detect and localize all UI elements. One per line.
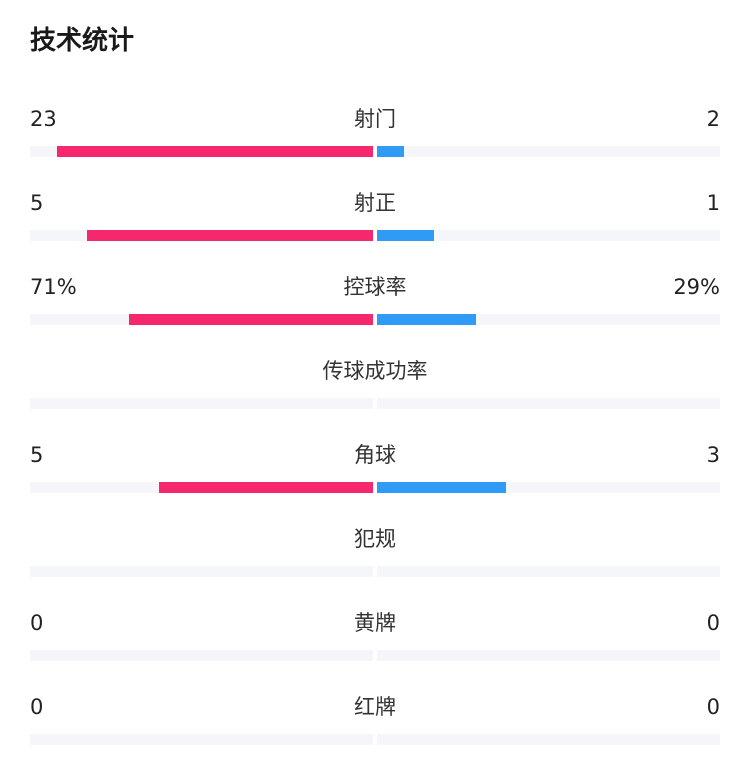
home-value: 0	[30, 695, 44, 719]
stat-label: 犯规	[354, 527, 396, 551]
stat-row: 犯规	[0, 521, 750, 605]
away-bar-track	[377, 146, 720, 157]
home-bar-track	[30, 146, 373, 157]
home-value: 5	[30, 443, 44, 467]
away-bar-track	[377, 734, 720, 745]
home-bar-track	[30, 734, 373, 745]
home-bar-fill	[158, 482, 373, 493]
home-bar-track	[30, 482, 373, 493]
home-value: 5	[30, 191, 44, 215]
home-bar-track	[30, 314, 373, 325]
home-value: 23	[30, 107, 57, 131]
away-value: 2	[706, 107, 720, 131]
stat-row: 71% 控球率 29%	[0, 269, 750, 353]
stat-label: 射门	[354, 107, 396, 131]
home-bar-track	[30, 230, 373, 241]
stat-label: 红牌	[354, 695, 396, 719]
home-value: 0	[30, 611, 44, 635]
stat-row: 23 射门 2	[0, 101, 750, 185]
stat-label: 角球	[354, 443, 396, 467]
away-bar-track	[377, 482, 720, 493]
home-bar-fill	[57, 146, 373, 157]
stat-label: 射正	[354, 191, 396, 215]
home-bar-track	[30, 398, 373, 409]
away-value: 0	[706, 695, 720, 719]
away-bar-fill	[377, 230, 435, 241]
stat-label: 传球成功率	[322, 359, 428, 383]
away-bar-fill	[377, 482, 506, 493]
stat-row: 5 射正 1	[0, 185, 750, 269]
stat-row: 0 黄牌 0	[0, 605, 750, 689]
away-bar-track	[377, 398, 720, 409]
home-bar-track	[30, 566, 373, 577]
away-bar-fill	[377, 314, 477, 325]
stat-row: 传球成功率	[0, 353, 750, 437]
away-bar-track	[377, 230, 720, 241]
away-bar-track	[377, 650, 720, 661]
home-bar-fill	[129, 314, 373, 325]
away-value: 0	[706, 611, 720, 635]
away-value: 3	[706, 443, 720, 467]
home-bar-track	[30, 650, 373, 661]
section-title: 技术统计	[30, 26, 135, 56]
away-bar-fill	[377, 146, 405, 157]
away-value: 29%	[673, 275, 720, 299]
away-bar-track	[377, 314, 720, 325]
home-bar-fill	[87, 230, 373, 241]
home-value: 71%	[30, 275, 77, 299]
stat-row: 0 红牌 0	[0, 689, 750, 773]
stat-label: 黄牌	[354, 611, 396, 635]
stat-label: 控球率	[343, 275, 407, 299]
away-value: 1	[706, 191, 720, 215]
away-bar-track	[377, 566, 720, 577]
stat-row: 5 角球 3	[0, 437, 750, 521]
